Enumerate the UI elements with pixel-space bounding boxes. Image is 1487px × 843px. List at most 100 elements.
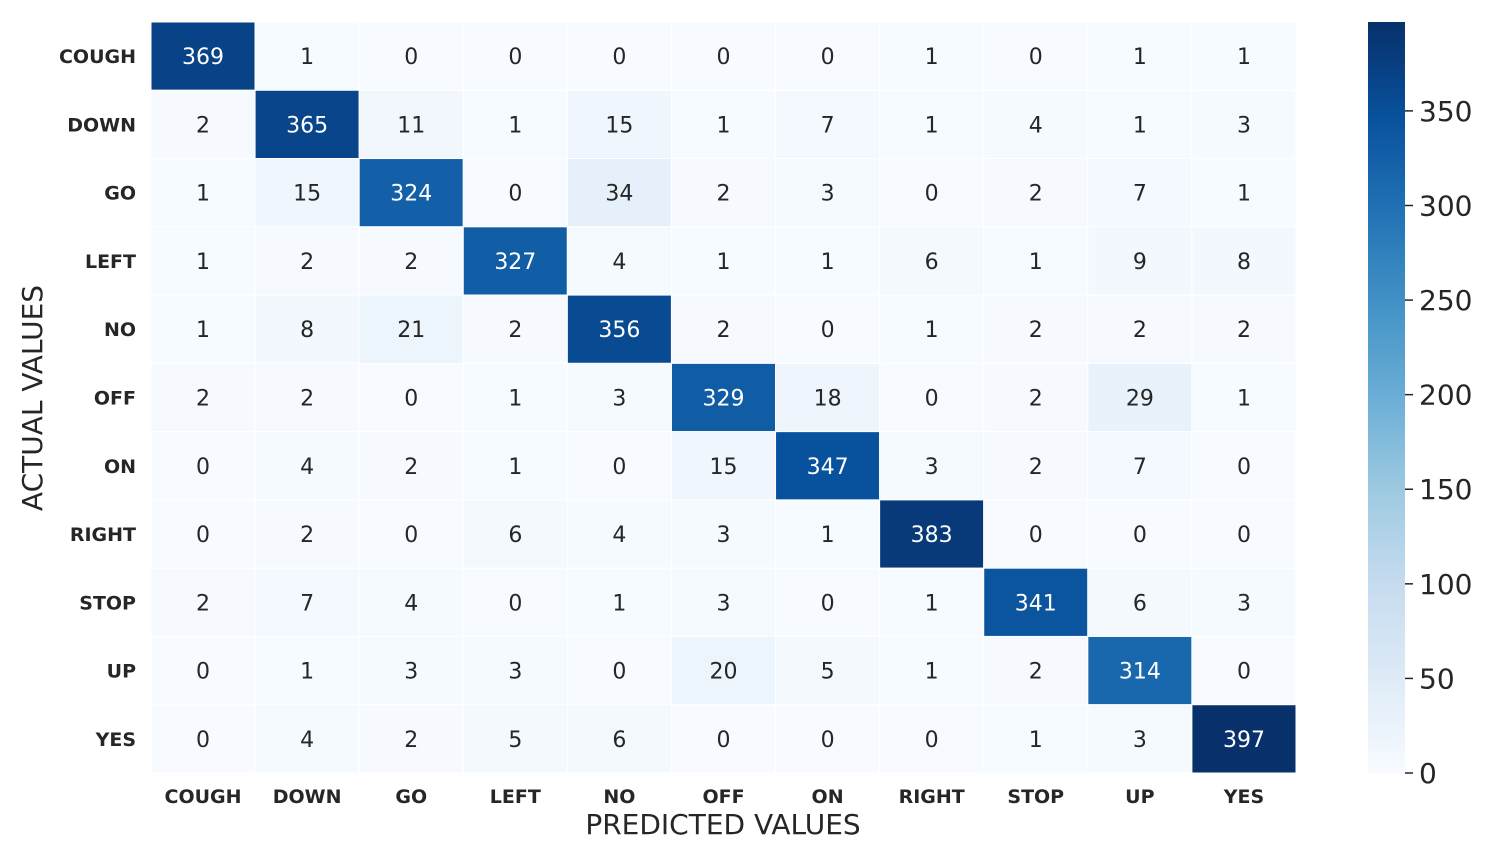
cell-value-label: 0 bbox=[821, 728, 835, 753]
heatmap-cell bbox=[462, 21, 568, 91]
cell-value-label: 2 bbox=[404, 455, 418, 480]
heatmap-cell bbox=[670, 21, 777, 91]
cell-value-label: 4 bbox=[612, 523, 626, 548]
cell-value-label: 2 bbox=[1133, 318, 1147, 343]
cell-value-label: 29 bbox=[1126, 387, 1154, 412]
cell-value-label: 6 bbox=[508, 523, 522, 548]
heatmap-cell bbox=[358, 294, 464, 364]
cell-value-label: 0 bbox=[612, 455, 626, 480]
heatmap-cell bbox=[254, 21, 360, 91]
cell-value-label: 3 bbox=[508, 660, 522, 685]
heatmap-cell bbox=[879, 499, 985, 569]
y-tick-label: LEFT bbox=[85, 251, 136, 273]
cell-value-label: 0 bbox=[717, 728, 731, 753]
heatmap-cell bbox=[983, 89, 1089, 160]
heatmap-cell bbox=[670, 635, 777, 706]
colorbar-tick-label: 150 bbox=[1419, 473, 1472, 506]
cell-value-label: 34 bbox=[605, 182, 633, 207]
heatmap-cell bbox=[670, 499, 777, 569]
heatmap-cell bbox=[358, 567, 464, 637]
cell-value-label: 0 bbox=[404, 387, 418, 412]
cell-value-label: 0 bbox=[821, 591, 835, 616]
cell-value-label: 4 bbox=[404, 591, 418, 616]
heatmap-cell bbox=[254, 431, 360, 501]
x-tick-label: OFF bbox=[702, 786, 744, 808]
x-tick-label: DOWN bbox=[273, 786, 342, 808]
cell-value-label: 7 bbox=[300, 591, 314, 616]
colorbar-tick-label: 200 bbox=[1419, 379, 1472, 412]
cell-value-label: 397 bbox=[1223, 728, 1265, 753]
x-tick-label: NO bbox=[603, 786, 635, 808]
cell-value-label: 5 bbox=[821, 660, 835, 685]
heatmap-cell bbox=[254, 499, 360, 569]
heatmap-cell bbox=[670, 158, 777, 228]
heatmap-cell bbox=[150, 362, 256, 433]
heatmap-cell bbox=[775, 431, 881, 501]
x-tick-label: ON bbox=[812, 786, 844, 808]
heatmap-cell bbox=[566, 226, 672, 296]
cell-value-label: 0 bbox=[1237, 455, 1251, 480]
cell-value-label: 0 bbox=[612, 45, 626, 70]
heatmap-cell bbox=[983, 362, 1089, 433]
cell-value-label: 4 bbox=[300, 455, 314, 480]
y-tick-label: ON bbox=[104, 456, 136, 478]
cell-value-label: 3 bbox=[925, 455, 939, 480]
cell-value-label: 369 bbox=[182, 45, 224, 70]
heatmap-cell bbox=[983, 499, 1089, 569]
heatmap-cell bbox=[358, 226, 464, 296]
heatmap-cell bbox=[358, 635, 464, 706]
heatmap-cell bbox=[566, 704, 672, 774]
y-tick-label: RIGHT bbox=[70, 524, 136, 546]
y-tick-label: DOWN bbox=[67, 114, 136, 136]
cell-value-label: 324 bbox=[390, 182, 432, 207]
cell-value-label: 3 bbox=[404, 660, 418, 685]
cell-value-label: 0 bbox=[1029, 523, 1043, 548]
cell-value-label: 1 bbox=[717, 113, 731, 138]
cell-value-label: 4 bbox=[612, 250, 626, 275]
heatmap-cell bbox=[462, 362, 568, 433]
cell-value-label: 0 bbox=[925, 182, 939, 207]
cell-value-label: 3 bbox=[717, 523, 731, 548]
cell-value-label: 0 bbox=[196, 660, 210, 685]
cell-value-label: 9 bbox=[1133, 250, 1147, 275]
cell-value-label: 2 bbox=[404, 728, 418, 753]
heatmap-cell bbox=[983, 294, 1089, 364]
colorbar-tick-label: 0 bbox=[1419, 757, 1437, 790]
cell-value-label: 1 bbox=[925, 591, 939, 616]
cell-value-label: 2 bbox=[508, 318, 522, 343]
cell-value-label: 5 bbox=[508, 728, 522, 753]
cell-value-label: 1 bbox=[300, 45, 314, 70]
cell-value-label: 2 bbox=[300, 250, 314, 275]
heatmap-cell bbox=[254, 704, 360, 774]
cell-value-label: 1 bbox=[925, 45, 939, 70]
cell-value-label: 2 bbox=[1029, 455, 1043, 480]
cell-value-label: 1 bbox=[1029, 250, 1043, 275]
cell-value-label: 3 bbox=[1237, 113, 1251, 138]
heatmap-cell bbox=[462, 226, 568, 296]
heatmap-cell bbox=[254, 89, 360, 160]
heatmap-cell bbox=[1191, 226, 1297, 296]
heatmap-cell bbox=[150, 158, 256, 228]
cell-value-label: 8 bbox=[1237, 250, 1251, 275]
heatmap-cell bbox=[566, 499, 672, 569]
heatmap-cell bbox=[566, 158, 672, 228]
cell-value-label: 0 bbox=[404, 523, 418, 548]
cell-value-label: 0 bbox=[1237, 660, 1251, 685]
cell-value-label: 1 bbox=[1133, 113, 1147, 138]
heatmap-cell bbox=[462, 431, 568, 501]
heatmap-cell bbox=[775, 567, 881, 637]
heatmap-cell bbox=[670, 226, 777, 296]
cell-value-label: 1 bbox=[925, 318, 939, 343]
heatmap-cell bbox=[1087, 567, 1193, 637]
cell-value-label: 329 bbox=[703, 387, 745, 412]
cell-value-label: 341 bbox=[1015, 591, 1057, 616]
heatmap-cell bbox=[566, 89, 672, 160]
cell-value-label: 1 bbox=[196, 182, 210, 207]
x-tick-label: STOP bbox=[1007, 786, 1064, 808]
cell-value-label: 15 bbox=[605, 113, 633, 138]
cell-value-label: 0 bbox=[925, 387, 939, 412]
cell-value-label: 1 bbox=[508, 387, 522, 412]
heatmap-cell bbox=[775, 158, 881, 228]
